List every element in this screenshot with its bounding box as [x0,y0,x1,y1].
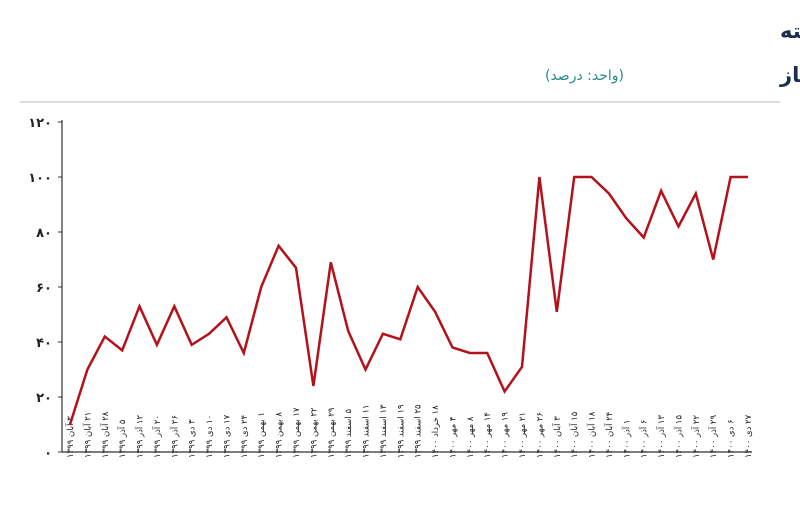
x-tick-label: ۳ آبان ۱۴۰۰ [551,416,563,458]
x-tick-label: ۱۵ آبان ۱۴۰۰ [568,411,580,458]
x-tick-label: ۲۶ مهر ۱۴۰۰ [535,412,545,458]
x-tick-label: ۲۲ آذر ۱۴۰۰ [690,415,702,458]
x-tick-label: ۲۰ آذر ۱۳۹۹ [151,415,163,458]
y-tick-label: ۰ [44,446,52,461]
x-tick-label: ۱۷ بهمن ۱۳۹۹ [292,407,302,458]
chart-title: روند درصد پذیرش اوراق توسط بانک مرکزی در… [780,19,800,43]
x-tick-label: ۲۴ دی ۱۳۹۹ [240,415,250,458]
x-tick-label: ۲۱ آبان ۱۳۹۹ [81,412,93,458]
y-tick-label: ۸۰ [36,226,52,241]
x-tick-label: ۲۸ آبان ۱۳۹۹ [99,411,111,458]
x-tick-label: ۱۳ اسفند ۱۳۹۹ [379,404,389,458]
x-tick-label: ۱۲ آذر ۱۳۹۹ [134,415,146,458]
x-tick-label: ۲۶ آذر ۱۳۹۹ [168,415,180,458]
x-tick-label: ۲۹ بهمن ۱۳۹۹ [327,407,337,458]
x-tick-label: ۱۹ مهر ۱۴۰۰ [501,412,511,458]
x-tick-label: ۵ اسفند ۱۳۹۹ [344,409,354,458]
x-tick-label: ۱۷ دی ۱۳۹۹ [222,414,232,458]
x-tick-label: ۱۰ دی ۱۳۹۹ [205,415,215,458]
x-tick-label: ۸ مهر ۱۴۰۰ [466,416,476,458]
y-tick-label: ۱۲۰ [28,116,52,131]
x-tick-label: ۳ دی ۱۳۹۹ [188,419,198,458]
x-tick-label: ۲۱ مهر ۱۴۰۰ [518,412,528,458]
y-tick-label: ۲۰ [36,391,52,406]
x-tick-label: ۵ آذر ۱۳۹۹ [116,419,128,458]
y-tick-label: ۶۰ [36,281,52,296]
x-tick-label: ۴ مهر ۱۴۰۰ [448,417,458,458]
data-line [68,175,748,425]
x-tick-label: ۱۳ آذر ۱۴۰۰ [655,415,667,458]
x-tick-label: ۲۴ آبان ۱۴۰۰ [603,412,615,458]
x-tick-label: ۲۷ دی ۱۴۰۰ [744,414,754,458]
x-tick-label: ۶ آذر ۱۴۰۰ [638,420,650,459]
x-tick-label: ۱ بهمن ۱۳۹۹ [257,412,267,458]
x-tick-label: ۲۵ اسفند ۱۳۹۹ [414,404,424,458]
x-tick-label: ۱ آذر ۱۴۰۰ [620,420,632,459]
x-tick-label: ۱۵ آذر ۱۴۰۰ [672,415,684,458]
x-tick-label: ۱۱ اسفند ۱۳۹۹ [362,404,372,458]
x-tick-label: ۱۸ آبان ۱۴۰۰ [586,411,598,458]
unit-note: (واحد: درصد) [545,68,624,84]
x-tick-label: ۲۹ آذر ۱۴۰۰ [707,415,719,458]
x-tick-label: ۱۸ خرداد ۱۴۰۰ [431,405,441,458]
x-tick-label: ۶ دی ۱۴۰۰ [727,419,737,458]
y-tick-label: ۴۰ [36,336,52,351]
y-tick-label: ۱۰۰ [28,171,52,186]
x-tick-label: ۸ بهمن ۱۳۹۹ [275,412,285,458]
chart-subtitle: های انبساطی بازار باز [779,63,800,87]
x-tick-label: ۲۲ بهمن ۱۳۹۹ [309,407,319,458]
x-tick-label: ۱۹ اسفند ۱۳۹۹ [396,404,406,458]
x-tick-label: ۳ آبان ۱۳۹۹ [64,416,76,458]
x-tick-label: ۱۴ مهر ۱۴۰۰ [483,412,493,458]
